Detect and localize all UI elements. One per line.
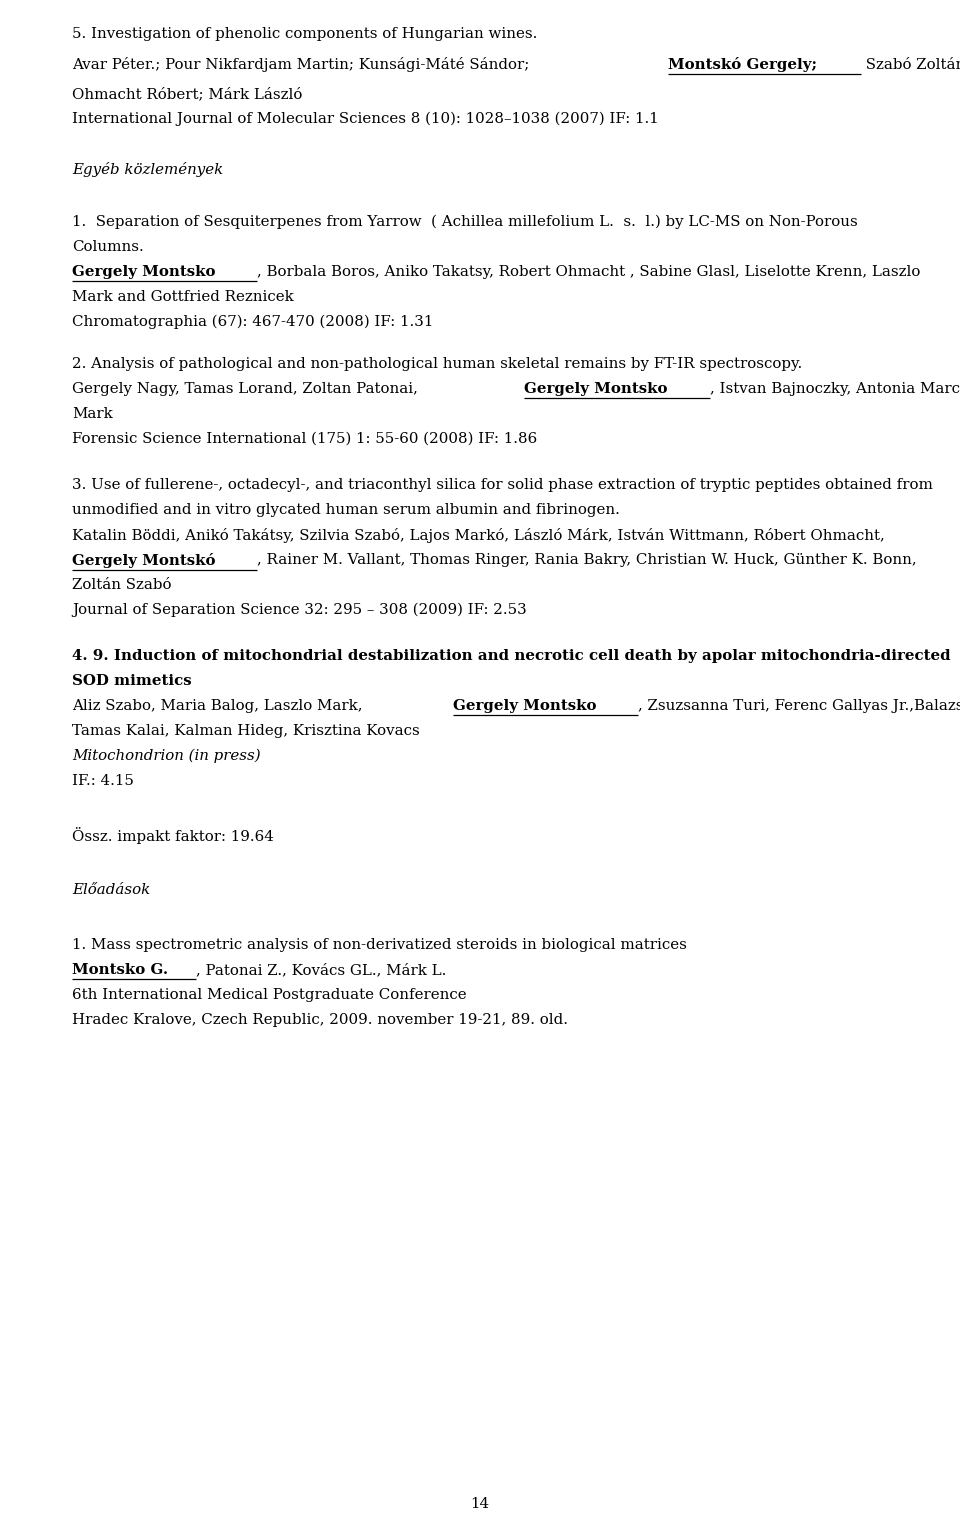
Text: Zoltán Szabó: Zoltán Szabó xyxy=(72,578,172,592)
Text: Aliz Szabo, Maria Balog, Laszlo Mark,: Aliz Szabo, Maria Balog, Laszlo Mark, xyxy=(72,699,368,713)
Text: 14: 14 xyxy=(470,1497,490,1511)
Text: , Patonai Z., Kovács GL., Márk L.: , Patonai Z., Kovács GL., Márk L. xyxy=(196,964,446,978)
Text: Ohmacht Róbert; Márk László: Ohmacht Róbert; Márk László xyxy=(72,88,302,101)
Text: Hradec Kralove, Czech Republic, 2009. november 19-21, 89. old.: Hradec Kralove, Czech Republic, 2009. no… xyxy=(72,1013,568,1027)
Text: , Rainer M. Vallant, Thomas Ringer, Rania Bakry, Christian W. Huck, Günther K. B: , Rainer M. Vallant, Thomas Ringer, Rani… xyxy=(257,553,917,567)
Text: Mitochondrion (in press): Mitochondrion (in press) xyxy=(72,749,260,764)
Text: Mark: Mark xyxy=(72,407,112,421)
Text: Forensic Science International (175) 1: 55-60 (2008) IF: 1.86: Forensic Science International (175) 1: … xyxy=(72,432,538,446)
Text: 4. 9. Induction of mitochondrial destabilization and necrotic cell death by apol: 4. 9. Induction of mitochondrial destabi… xyxy=(72,649,950,662)
Text: 5. Investigation of phenolic components of Hungarian wines.: 5. Investigation of phenolic components … xyxy=(72,28,538,41)
Text: 1. Mass spectrometric analysis of non-derivatized steroids in biological matrice: 1. Mass spectrometric analysis of non-de… xyxy=(72,938,686,951)
Text: , Borbala Boros, Aniko Takatsy, Robert Ohmacht , Sabine Glasl, Liselotte Krenn, : , Borbala Boros, Aniko Takatsy, Robert O… xyxy=(257,264,921,280)
Text: Journal of Separation Science 32: 295 – 308 (2009) IF: 2.53: Journal of Separation Science 32: 295 – … xyxy=(72,603,527,618)
Text: 6th International Medical Postgraduate Conference: 6th International Medical Postgraduate C… xyxy=(72,988,467,1002)
Text: 2. Analysis of pathological and non-pathological human skeletal remains by FT-IR: 2. Analysis of pathological and non-path… xyxy=(72,357,803,370)
Text: Columns.: Columns. xyxy=(72,240,144,254)
Text: Montskó Gergely;: Montskó Gergely; xyxy=(668,57,817,72)
Text: Egyéb közlemények: Egyéb közlemények xyxy=(72,161,224,177)
Text: Gergely Montskó: Gergely Montskó xyxy=(72,553,215,569)
Text: Katalin Böddi, Anikó Takátsy, Szilvia Szabó, Lajos Markó, László Márk, István Wi: Katalin Böddi, Anikó Takátsy, Szilvia Sz… xyxy=(72,529,885,543)
Text: Gergely Montsko: Gergely Montsko xyxy=(524,383,668,397)
Text: Előadások: Előadások xyxy=(72,882,151,898)
Text: Szabó Zoltán; Böddi Katalin;: Szabó Zoltán; Böddi Katalin; xyxy=(860,57,960,71)
Text: Chromatographia (67): 467-470 (2008) IF: 1.31: Chromatographia (67): 467-470 (2008) IF:… xyxy=(72,315,433,329)
Text: 3. Use of fullerene-, octadecyl-, and triaconthyl silica for solid phase extract: 3. Use of fullerene-, octadecyl-, and tr… xyxy=(72,478,933,492)
Text: Össz. impakt faktor: 19.64: Össz. impakt faktor: 19.64 xyxy=(72,827,274,844)
Text: Tamas Kalai, Kalman Hideg, Krisztina Kovacs: Tamas Kalai, Kalman Hideg, Krisztina Kov… xyxy=(72,724,420,738)
Text: International Journal of Molecular Sciences 8 (10): 1028–1038 (2007) IF: 1.1: International Journal of Molecular Scien… xyxy=(72,112,659,126)
Text: 1.  Separation of Sesquiterpenes from Yarrow  ( Achillea millefolium L.  s.  l.): 1. Separation of Sesquiterpenes from Yar… xyxy=(72,215,857,229)
Text: SOD mimetics: SOD mimetics xyxy=(72,675,192,689)
Text: unmodified and in vitro glycated human serum albumin and fibrinogen.: unmodified and in vitro glycated human s… xyxy=(72,503,620,516)
Text: Gergely Nagy, Tamas Lorand, Zoltan Patonai,: Gergely Nagy, Tamas Lorand, Zoltan Paton… xyxy=(72,383,422,397)
Text: IF.: 4.15: IF.: 4.15 xyxy=(72,775,133,788)
Text: Mark and Gottfried Reznicek: Mark and Gottfried Reznicek xyxy=(72,290,294,304)
Text: Gergely Montsko: Gergely Montsko xyxy=(453,699,596,713)
Text: , Istvan Bajnoczky, Antonia Marcsik, Laszlo: , Istvan Bajnoczky, Antonia Marcsik, Las… xyxy=(709,383,960,397)
Text: Gergely Montsko: Gergely Montsko xyxy=(72,264,215,280)
Text: Montsko G.: Montsko G. xyxy=(72,964,168,978)
Text: Avar Péter.; Pour Nikfardjam Martin; Kunsági-Máté Sándor;: Avar Péter.; Pour Nikfardjam Martin; Kun… xyxy=(72,57,534,72)
Text: , Zsuzsanna Turi, Ferenc Gallyas Jr.,Balazs Sumegi,: , Zsuzsanna Turi, Ferenc Gallyas Jr.,Bal… xyxy=(638,699,960,713)
